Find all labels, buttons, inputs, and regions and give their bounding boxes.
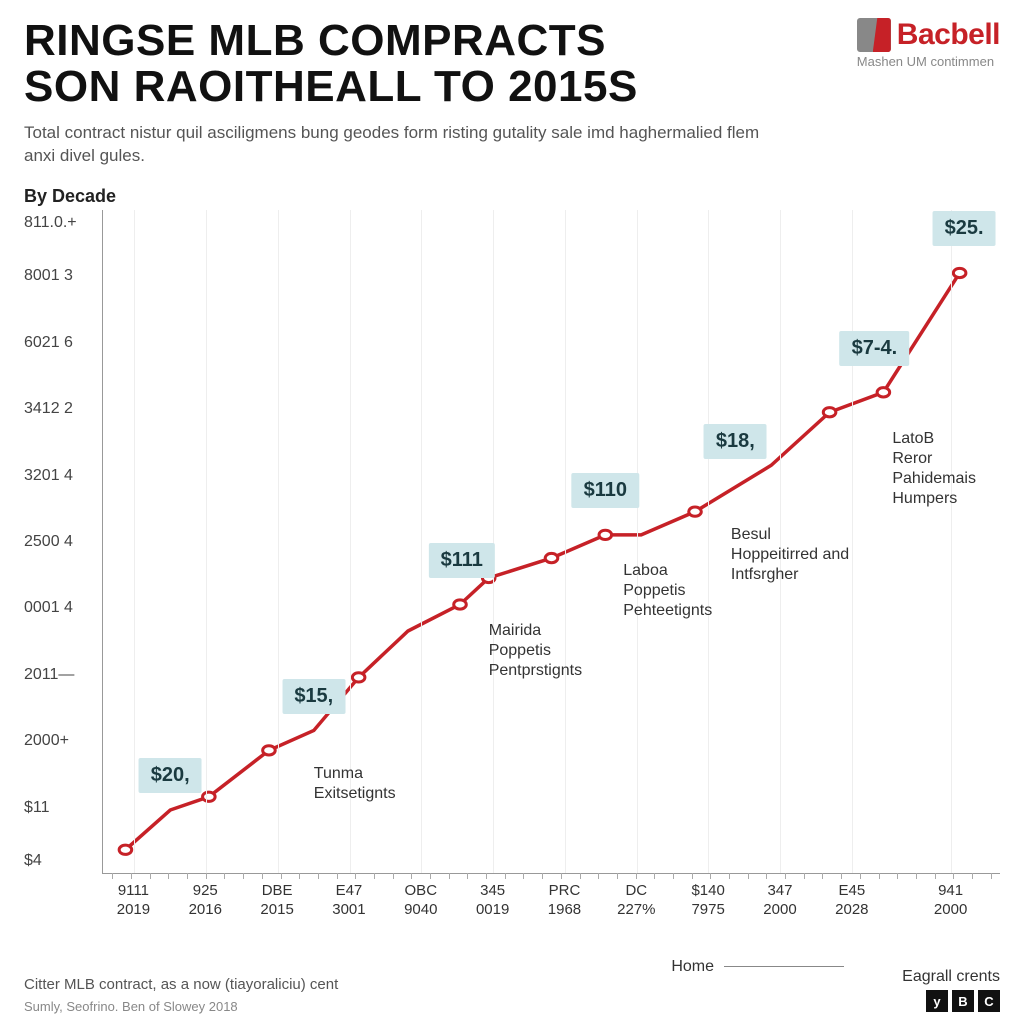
value-callout: $15, (282, 679, 345, 714)
x-tick-label: 9412000 (934, 882, 967, 920)
x-tick-label: 3472000 (763, 882, 796, 920)
annotation: TunmaExitsetignts (314, 764, 396, 804)
value-callout: $20, (139, 758, 202, 793)
x-axis-title-text: Home (671, 958, 714, 975)
data-marker (599, 530, 612, 539)
x-tick-label: DC227% (617, 882, 655, 920)
brand-icon (857, 18, 891, 52)
gridline-vertical (951, 210, 952, 873)
data-marker (454, 600, 467, 609)
data-marker (877, 388, 890, 397)
gridline-vertical (493, 210, 494, 873)
value-callout: $25. (933, 211, 996, 246)
x-axis: 91112019 9252016 DBE2015 E473001 OBC9040 3450… (102, 876, 1000, 934)
page-title: RINGSE MLB COMPRACTS SON RAOITHEALL TO 2… (24, 18, 1000, 110)
annotation: LatoBRerorPahidemaisHumpers (892, 429, 976, 509)
gridline-vertical (565, 210, 566, 873)
gridline-vertical (134, 210, 135, 873)
x-tick-label: OBC9040 (404, 882, 437, 920)
data-marker (263, 746, 276, 755)
data-marker (352, 673, 365, 682)
data-marker (203, 792, 216, 801)
social-icons: yBC (926, 990, 1000, 1012)
gridline-vertical (421, 210, 422, 873)
y-tick-label: 2011— (24, 666, 90, 684)
footer-right-label: Eagrall crents (902, 968, 1000, 986)
title-line-2: SON RAOITHEALL TO 2015S (24, 62, 638, 111)
y-tick-label: 811.0.+ (24, 214, 90, 232)
y-tick-label: 6021 6 (24, 334, 90, 352)
y-tick-label: 3201 4 (24, 467, 90, 485)
x-tick-label: DBE2015 (260, 882, 293, 920)
line-svg (103, 210, 1000, 873)
brand-name: Bacbell (897, 18, 1000, 52)
x-tick-label: 9252016 (189, 882, 222, 920)
y-tick-label: 3412 2 (24, 400, 90, 418)
gridline-vertical (708, 210, 709, 873)
footer-note: Citter MLB contract, as a now (tiayorali… (24, 976, 1000, 993)
y-axis: 811.0.+ 8001 3 6021 6 3412 2 3201 4 2500 4 000… (24, 210, 94, 874)
social-icon[interactable]: C (978, 990, 1000, 1012)
brand-subtext: Mashen UM contimmen (857, 54, 1000, 69)
y-tick-label: 0001 4 (24, 599, 90, 617)
x-tick-label: E473001 (332, 882, 365, 920)
y-tick-label: 2000+ (24, 732, 90, 750)
value-callout: $111 (429, 543, 495, 578)
source-line: Sumly, Seofrino. Ben of Slowey 2018 (24, 999, 1000, 1014)
brand-block: Bacbell Mashen UM contimmen (857, 18, 1000, 69)
title-line-1: RINGSE MLB COMPRACTS (24, 16, 606, 65)
gridline-vertical (852, 210, 853, 873)
section-label: By Decade (24, 186, 1000, 207)
gridline-vertical (278, 210, 279, 873)
data-marker (953, 268, 966, 277)
gridline-vertical (637, 210, 638, 873)
y-tick-label: 2500 4 (24, 533, 90, 551)
x-tick-label: $1407975 (691, 882, 724, 920)
annotation: MairidaPoppetisPentprstignts (489, 621, 582, 681)
x-tick-label: PRC1968 (548, 882, 581, 920)
data-marker (689, 507, 702, 516)
x-tick-label: 91112019 (117, 882, 150, 920)
gridline-vertical (206, 210, 207, 873)
annotation: BesulHoppeitirred andIntfsrgher (731, 525, 849, 585)
footer: Citter MLB contract, as a now (tiayorali… (24, 976, 1000, 1014)
annotation: LaboaPoppetisPehteetignts (623, 561, 712, 621)
y-tick-label: $11 (24, 799, 90, 817)
social-icon[interactable]: y (926, 990, 948, 1012)
data-marker (545, 553, 558, 562)
x-tick-label: 3450019 (476, 882, 509, 920)
value-callout: $7-4. (840, 331, 910, 366)
x-tick-label: E452028 (835, 882, 868, 920)
data-marker (119, 845, 132, 854)
subtitle: Total contract nistur quil asciligmens b… (24, 122, 784, 168)
plot-area: $20, $15, $111 $110 $18, $7-4. $25. TunmaExitse… (102, 210, 1000, 874)
x-axis-title: Home (671, 958, 844, 976)
chart: 811.0.+ 8001 3 6021 6 3412 2 3201 4 2500 4 000… (24, 210, 1000, 934)
y-tick-label: $4 (24, 852, 90, 870)
y-tick-label: 8001 3 (24, 267, 90, 285)
value-callout: $110 (572, 473, 639, 508)
data-marker (823, 408, 836, 417)
value-callout: $18, (704, 424, 767, 459)
social-icon[interactable]: B (952, 990, 974, 1012)
